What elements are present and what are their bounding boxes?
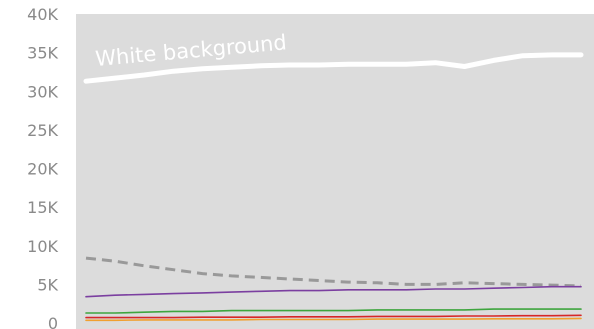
- y-tick-label: 20K: [27, 160, 58, 179]
- y-tick-label: 40K: [27, 5, 58, 24]
- y-tick-label: 25K: [27, 121, 58, 140]
- series-line-3: [85, 285, 582, 298]
- y-axis: 0 5K 10K 15K 20K 25K 30K 35K 40K: [27, 5, 58, 329]
- y-tick-label: 30K: [27, 82, 58, 101]
- y-tick-label: 15K: [27, 198, 58, 217]
- series-line-1: [83, 52, 584, 84]
- series-line-6: [85, 317, 582, 322]
- y-tick-label: 35K: [27, 44, 58, 63]
- y-tick-label: 0: [48, 314, 58, 329]
- y-tick-label: 5K: [37, 275, 58, 294]
- series-line-2: [85, 256, 582, 288]
- series-layer: [83, 52, 584, 322]
- y-tick-label: 10K: [27, 237, 58, 256]
- series-line-4: [85, 308, 582, 314]
- series-line-5: [85, 314, 582, 319]
